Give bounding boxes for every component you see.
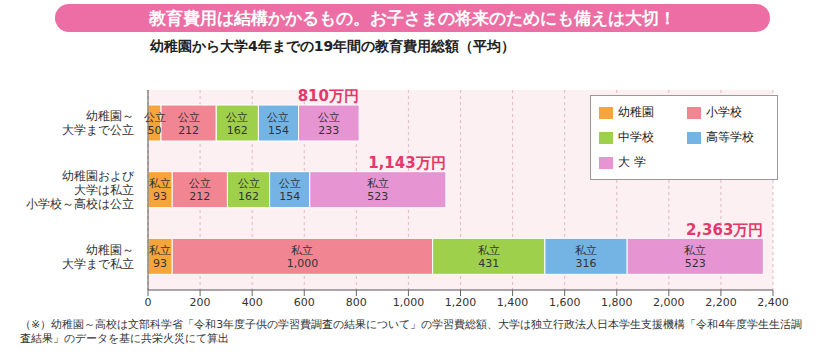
svg-text:公立50: 公立50 <box>144 110 166 136</box>
svg-text:幼稚園～大学まで公立: 幼稚園～大学まで公立 <box>62 109 134 137</box>
svg-text:幼稚園および大学は私立小学校～高校は公立: 幼稚園および大学は私立小学校～高校は公立 <box>26 169 135 211</box>
svg-text:公立162: 公立162 <box>238 177 260 203</box>
svg-text:私立431: 私立431 <box>478 243 500 269</box>
html-text:中学校: 中学校 <box>618 130 654 144</box>
svg-text:1,200: 1,200 <box>445 296 477 309</box>
svg-text:公立154: 公立154 <box>267 110 289 136</box>
svg-text:公立212: 公立212 <box>189 177 211 203</box>
html-text:高等学校: 高等学校 <box>706 130 754 144</box>
html-text:小学校: 小学校 <box>706 105 742 119</box>
svg-text:600: 600 <box>294 296 315 309</box>
html-text:幼稚園から大学4年までの19年間の教育費用総額（平均）: 幼稚園から大学4年までの19年間の教育費用総額（平均） <box>150 38 516 54</box>
svg-text:幼稚園～大学まで私立: 幼稚園～大学まで私立 <box>62 243 134 271</box>
svg-text:1,800: 1,800 <box>601 296 633 309</box>
svg-text:200: 200 <box>190 296 211 309</box>
svg-text:1,400: 1,400 <box>497 296 529 309</box>
svg-text:私立523: 私立523 <box>367 177 389 203</box>
html-text:幼稚園: 幼稚園 <box>618 105 654 119</box>
svg-text:1,143万円: 1,143万円 <box>368 154 445 172</box>
svg-text:2,200: 2,200 <box>705 296 737 309</box>
svg-text:公立233: 公立233 <box>318 110 340 136</box>
svg-text:1,000: 1,000 <box>393 296 425 309</box>
html-text:大 学: 大 学 <box>618 155 646 169</box>
svg-text:2,363万円: 2,363万円 <box>686 221 763 239</box>
svg-text:2,400: 2,400 <box>757 296 789 309</box>
svg-text:私立523: 私立523 <box>684 243 706 269</box>
svg-text:私立316: 私立316 <box>575 243 597 269</box>
svg-text:公立162: 公立162 <box>226 110 248 136</box>
svg-text:0: 0 <box>145 296 152 309</box>
svg-text:私立93: 私立93 <box>149 177 171 203</box>
html-text:（※）幼稚園～高校は文部科学省「令和3年度子供の学習費調査の: （※）幼稚園～高校は文部科学省「令和3年度子供の学習費調査の結果について」の学習… <box>20 318 803 345</box>
svg-text:810万円: 810万円 <box>298 87 359 105</box>
html-text:教育費用は結構かかるもの。お子さまの将来のためにも備えは大切: 教育費用は結構かかるもの。お子さまの将来のためにも備えは大切！ <box>149 8 676 28</box>
svg-text:公立212: 公立212 <box>178 110 200 136</box>
svg-text:公立154: 公立154 <box>279 177 301 203</box>
svg-text:1,600: 1,600 <box>549 296 581 309</box>
svg-text:私立93: 私立93 <box>149 243 171 269</box>
svg-text:私立1,000: 私立1,000 <box>287 243 319 269</box>
svg-text:400: 400 <box>242 296 263 309</box>
svg-text:2,000: 2,000 <box>653 296 685 309</box>
svg-text:800: 800 <box>346 296 367 309</box>
